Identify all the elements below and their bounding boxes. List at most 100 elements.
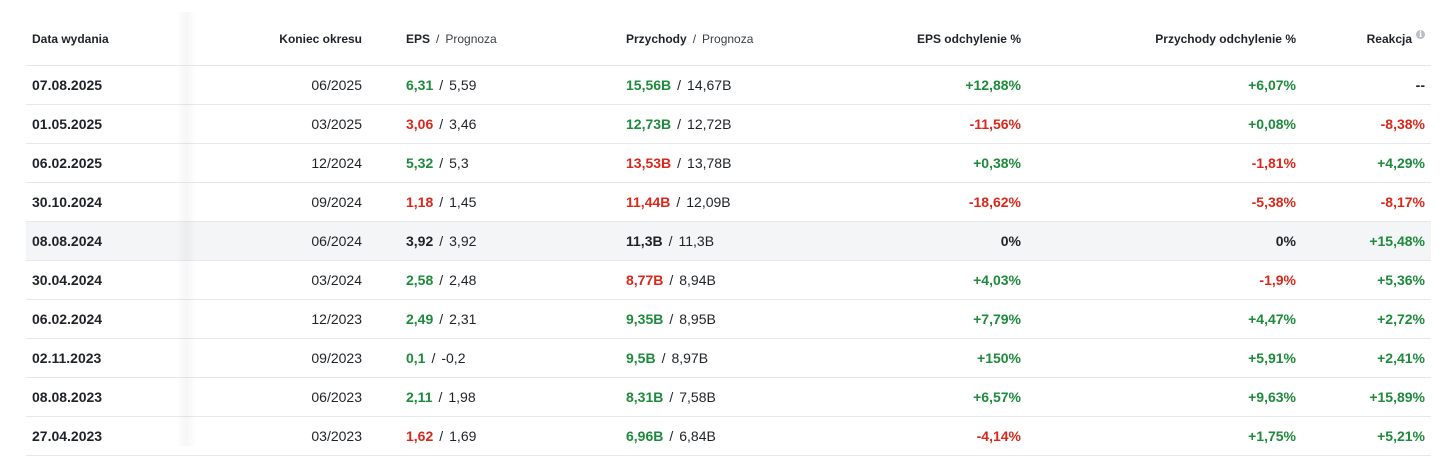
eps-cell: 3,92 / 3,92 [406, 222, 476, 260]
earnings-table: Data wydania Koniec okresu EPS / Prognoz… [26, 12, 1431, 456]
revenue-separator: / [669, 272, 674, 288]
header-eps-deviation[interactable]: EPS odchylenie % [916, 31, 1021, 46]
eps-forecast: 5,59 [449, 77, 477, 93]
revenue-forecast: 8,94B [679, 272, 716, 288]
revenue-forecast: 6,84B [679, 428, 716, 444]
eps-deviation: -11,56% [969, 116, 1021, 132]
header-revenue-label: Przychody [626, 31, 687, 46]
revenue-cell: 11,44B / 12,09B [626, 183, 731, 221]
reaction-value: +5,36% [1377, 272, 1425, 288]
eps-deviation: -18,62% [968, 194, 1021, 210]
info-icon[interactable]: i [1416, 30, 1425, 39]
table-row[interactable]: 08.08.2024 06/2024 3,92 / 3,92 11,3B / 11,3B 0% 0… [26, 222, 1431, 261]
revenue-deviation: +5,91% [1248, 350, 1296, 366]
reaction-value: +5,21% [1377, 428, 1425, 444]
header-revenue[interactable]: Przychody / Prognoza [626, 12, 753, 65]
release-date: 08.08.2023 [32, 389, 103, 405]
revenue-separator: / [677, 77, 682, 93]
header-reaction[interactable]: Reakcja i [1367, 12, 1425, 65]
eps-separator: / [431, 350, 436, 366]
revenue-forecast: 14,67B [687, 77, 732, 93]
eps-forecast: 3,92 [449, 233, 477, 249]
period-end: 03/2025 [311, 116, 362, 132]
revenue-forecast: 8,95B [679, 311, 716, 327]
release-date: 06.02.2025 [32, 155, 103, 171]
header-date[interactable]: Data wydania [32, 31, 109, 46]
reaction-value: +15,89% [1369, 389, 1425, 405]
table-row[interactable]: 07.08.2025 06/2025 6,31 / 5,59 15,56B / 14,67B +… [26, 66, 1431, 105]
eps-separator: / [439, 194, 444, 210]
eps-separator: / [439, 77, 444, 93]
table-body: 07.08.2025 06/2025 6,31 / 5,59 15,56B / 14,67B +… [26, 66, 1431, 456]
eps-cell: 2,11 / 1,98 [406, 378, 476, 416]
revenue-forecast: 7,58B [679, 389, 716, 405]
table-row[interactable]: 01.05.2025 03/2025 3,06 / 3,46 12,73B / 12,72B -… [26, 105, 1431, 144]
table-row[interactable]: 06.02.2025 12/2024 5,32 / 5,3 13,53B / 13,78B +0… [26, 144, 1431, 183]
revenue-cell: 15,56B / 14,67B [626, 66, 731, 104]
period-end: 09/2024 [311, 194, 362, 210]
revenue-separator: / [676, 194, 681, 210]
release-date: 08.08.2024 [32, 233, 103, 249]
period-end: 03/2023 [311, 428, 362, 444]
release-date: 30.04.2024 [32, 272, 103, 288]
revenue-deviation: +6,07% [1248, 77, 1296, 93]
revenue-cell: 9,35B / 8,95B [626, 300, 716, 338]
revenue-deviation: 0% [1275, 233, 1296, 249]
eps-actual: 5,32 [406, 155, 434, 171]
revenue-actual: 9,35B [626, 311, 664, 327]
period-end: 12/2023 [311, 311, 362, 327]
table-row[interactable]: 30.04.2024 03/2024 2,58 / 2,48 8,77B / 8,94B +4,… [26, 261, 1431, 300]
eps-actual: 0,1 [406, 350, 426, 366]
eps-cell: 1,62 / 1,69 [406, 417, 476, 455]
reaction-value: +2,72% [1377, 311, 1425, 327]
eps-deviation: 0% [1000, 233, 1021, 249]
eps-cell: 2,58 / 2,48 [406, 261, 476, 299]
revenue-deviation: +4,47% [1248, 311, 1296, 327]
release-date: 30.10.2024 [32, 194, 103, 210]
revenue-deviation: -1,81% [1251, 155, 1296, 171]
header-eps[interactable]: EPS / Prognoza [406, 12, 497, 65]
reaction-value: -8,17% [1380, 194, 1425, 210]
eps-cell: 1,18 / 1,45 [406, 183, 476, 221]
revenue-separator: / [677, 155, 682, 171]
eps-forecast: 3,46 [449, 116, 477, 132]
eps-actual: 3,92 [406, 233, 434, 249]
revenue-separator: / [661, 350, 666, 366]
eps-deviation: +12,88% [965, 77, 1021, 93]
header-revenue-deviation[interactable]: Przychody odchylenie % [1155, 31, 1296, 46]
eps-actual: 2,49 [406, 311, 434, 327]
eps-forecast: 1,98 [448, 389, 476, 405]
revenue-actual: 6,96B [626, 428, 664, 444]
revenue-cell: 8,31B / 7,58B [626, 378, 716, 416]
table-row[interactable]: 06.02.2024 12/2023 2,49 / 2,31 9,35B / 8,95B +7,… [26, 300, 1431, 339]
table-row[interactable]: 02.11.2023 09/2023 0,1 / -0,2 9,5B / 8,97B +150%… [26, 339, 1431, 378]
eps-forecast: 2,48 [449, 272, 477, 288]
eps-forecast: -0,2 [441, 350, 466, 366]
header-eps-forecast: Prognoza [445, 31, 497, 46]
header-eps-separator: / [436, 31, 440, 46]
eps-deviation: +150% [977, 350, 1021, 366]
revenue-cell: 11,3B / 11,3B [626, 222, 714, 260]
revenue-separator: / [677, 116, 682, 132]
table-row[interactable]: 30.10.2024 09/2024 1,18 / 1,45 11,44B / 12,09B -… [26, 183, 1431, 222]
eps-forecast: 1,45 [449, 194, 477, 210]
eps-separator: / [439, 311, 444, 327]
header-eps-label: EPS [406, 31, 431, 46]
header-period[interactable]: Koniec okresu [279, 31, 362, 46]
header-reaction-label: Reakcja [1366, 31, 1412, 46]
revenue-cell: 12,73B / 12,72B [626, 105, 731, 143]
revenue-separator: / [669, 428, 674, 444]
table-row[interactable]: 27.04.2023 03/2023 1,62 / 1,69 6,96B / 6,84B -4,… [26, 417, 1431, 456]
table-row[interactable]: 08.08.2023 06/2023 2,11 / 1,98 8,31B / 7,58B +6,… [26, 378, 1431, 417]
period-end: 09/2023 [311, 350, 362, 366]
period-end: 06/2025 [311, 77, 362, 93]
revenue-separator: / [668, 233, 673, 249]
revenue-forecast: 13,78B [687, 155, 732, 171]
revenue-actual: 11,44B [626, 194, 671, 210]
release-date: 01.05.2025 [32, 116, 103, 132]
eps-actual: 2,11 [406, 389, 433, 405]
eps-cell: 2,49 / 2,31 [406, 300, 476, 338]
revenue-deviation: -1,9% [1259, 272, 1296, 288]
period-end: 12/2024 [311, 155, 362, 171]
release-date: 07.08.2025 [32, 77, 103, 93]
